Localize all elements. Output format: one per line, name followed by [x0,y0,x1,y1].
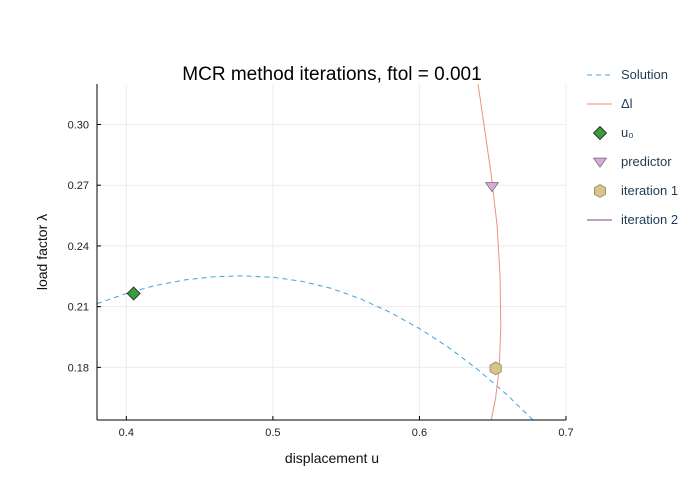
plot-area [97,84,534,420]
x-axis-label: displacement u [285,450,379,466]
tick-labels: 0.4 0.5 0.6 0.7 0.18 0.21 0.24 0.27 0.30 [68,119,574,439]
legend-label: Δl [621,96,633,111]
axes [96,84,566,421]
data-point-marker [126,286,141,301]
legend-entry: u₀ [592,125,634,141]
legend-entry: iteration 1 [594,183,678,198]
chart-title: MCR method iterations, ftol = 0.001 [182,64,481,85]
y-axis-label: load factor λ [34,214,50,290]
y-tick-label: 0.24 [68,241,89,253]
series-line-delta-l [477,84,502,420]
legend-label: iteration 2 [621,212,678,227]
legend-swatch [592,157,608,168]
series-line-solution [97,275,534,420]
data-point-marker [484,182,500,193]
y-tick-label: 0.21 [68,302,89,314]
x-tick-label: 0.4 [119,427,134,439]
legend-swatch [592,125,608,141]
legend-label: u₀ [621,125,634,140]
legend-entry: predictor [592,154,672,169]
data-point-marker [489,361,502,376]
y-tick-label: 0.27 [68,180,89,192]
legend-entry: Solution [587,67,668,82]
x-tick-label: 0.6 [412,427,427,439]
y-tick-label: 0.18 [68,362,89,374]
legend-entry: iteration 2 [587,212,678,227]
legend-swatch [594,184,606,198]
legend-label: predictor [621,154,672,169]
y-tick-label: 0.30 [68,119,89,131]
grid [97,84,567,420]
legend-label: Solution [621,67,668,82]
x-tick-label: 0.5 [265,427,280,439]
legend-label: iteration 1 [621,183,678,198]
legend-entry: Δl [587,96,633,111]
x-tick-label: 0.7 [558,427,573,439]
legend: Solution Δl u₀ predictor iteration 1 iteratio… [587,67,678,227]
